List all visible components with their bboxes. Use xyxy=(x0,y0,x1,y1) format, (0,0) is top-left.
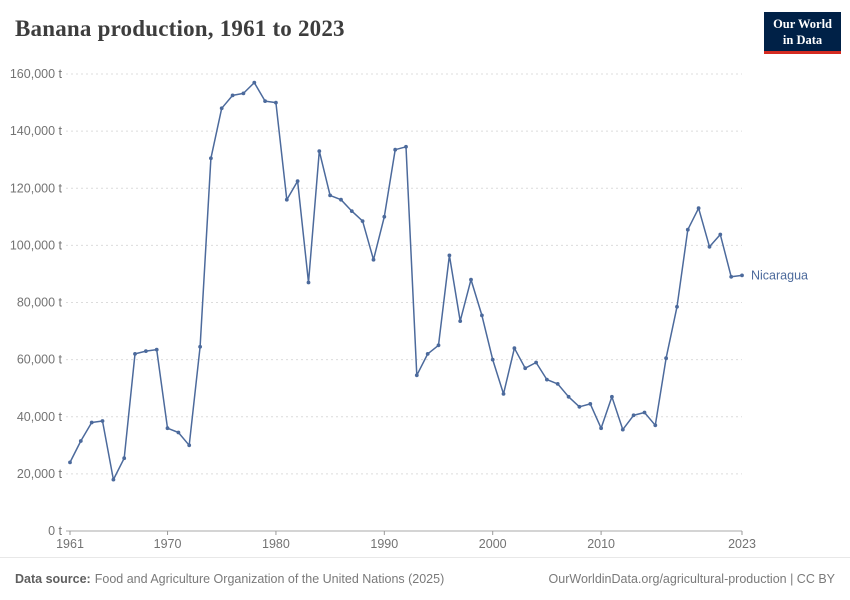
data-point-marker xyxy=(284,197,289,202)
data-point-marker xyxy=(68,460,72,465)
data-point-marker xyxy=(729,274,734,279)
data-point-marker xyxy=(577,404,582,409)
data-point-marker xyxy=(100,419,105,423)
data-point-marker xyxy=(295,179,300,184)
y-tick-label: 60,000 t xyxy=(17,353,63,367)
x-tick-label: 2000 xyxy=(479,537,507,551)
data-point-marker xyxy=(382,214,387,219)
data-point-marker xyxy=(252,80,257,85)
data-point-marker xyxy=(425,352,430,356)
page-title: Banana production, 1961 to 2023 xyxy=(15,16,345,41)
data-point-marker xyxy=(144,349,148,353)
data-point-marker xyxy=(436,343,441,348)
data-point-marker xyxy=(263,99,267,103)
y-tick-label: 40,000 t xyxy=(17,410,63,424)
x-tick-label: 1990 xyxy=(370,537,398,551)
data-point-marker xyxy=(458,319,463,323)
y-tick-label: 20,000 t xyxy=(17,467,63,481)
data-point-marker xyxy=(317,149,322,154)
data-point-marker xyxy=(230,93,235,98)
data-source-label: Data source: xyxy=(15,572,91,586)
data-point-marker xyxy=(198,344,203,349)
y-tick-label: 120,000 t xyxy=(10,181,63,195)
data-point-marker xyxy=(404,144,408,149)
data-point-marker xyxy=(718,232,723,237)
data-point-marker xyxy=(187,443,192,448)
owid-logo-line1: Our World xyxy=(773,17,832,31)
series-line-nicaragua xyxy=(69,81,743,481)
data-point-marker xyxy=(447,253,452,258)
data-point-marker xyxy=(274,100,278,105)
owid-logo[interactable]: Our World in Data xyxy=(764,12,841,54)
data-point-marker xyxy=(480,313,484,318)
y-tick-label: 80,000 t xyxy=(17,296,63,310)
y-tick-label: 140,000 t xyxy=(10,124,63,138)
data-point-marker xyxy=(740,273,744,278)
data-point-marker xyxy=(653,423,658,428)
data-point-marker xyxy=(545,377,549,382)
x-tick-label: 1961 xyxy=(56,537,84,551)
data-point-marker xyxy=(78,439,83,443)
data-point-marker xyxy=(349,209,354,214)
footer: Data source: Food and Agriculture Organiz… xyxy=(0,557,850,600)
data-point-marker xyxy=(133,352,137,356)
data-point-marker xyxy=(328,193,332,198)
owid-logo-line2: in Data xyxy=(782,33,823,47)
data-point-marker xyxy=(154,347,159,352)
data-point-marker xyxy=(339,197,343,202)
data-point-marker xyxy=(469,277,473,282)
data-source: Data source: Food and Agriculture Organiz… xyxy=(15,572,444,586)
data-point-marker xyxy=(620,427,625,432)
data-point-marker xyxy=(122,456,127,461)
data-point-marker xyxy=(165,426,170,431)
y-tick-label: 100,000 t xyxy=(10,238,63,252)
x-tick-label: 2023 xyxy=(728,537,756,551)
data-point-marker xyxy=(675,304,679,309)
y-tick-label: 160,000 t xyxy=(10,67,63,81)
data-point-marker xyxy=(555,382,560,386)
data-point-marker xyxy=(393,147,398,152)
data-point-marker xyxy=(523,366,528,371)
data-point-marker xyxy=(696,206,701,211)
data-point-marker xyxy=(360,219,365,224)
data-point-marker xyxy=(588,402,593,406)
attribution-link[interactable]: OurWorldinData.org/agricultural-producti… xyxy=(548,572,835,586)
data-point-marker xyxy=(371,257,376,262)
data-point-marker xyxy=(707,244,712,249)
data-point-marker xyxy=(501,392,506,396)
x-tick-label: 1970 xyxy=(154,537,182,551)
entity-label: Nicaragua xyxy=(751,268,808,282)
x-tick-label: 2010 xyxy=(587,537,615,551)
data-point-marker xyxy=(566,394,571,399)
data-point-marker xyxy=(610,394,614,399)
data-point-marker xyxy=(241,91,246,96)
data-point-marker xyxy=(631,413,636,418)
data-point-marker xyxy=(414,373,419,378)
data-point-marker xyxy=(664,356,668,361)
data-point-marker xyxy=(219,106,224,111)
data-point-marker xyxy=(534,360,538,365)
data-point-marker xyxy=(642,410,647,415)
data-point-marker xyxy=(685,227,690,232)
x-tick-label: 1980 xyxy=(262,537,290,551)
data-point-marker xyxy=(490,357,495,362)
data-point-marker xyxy=(176,430,181,435)
data-point-marker xyxy=(111,477,116,482)
data-point-marker xyxy=(89,420,94,425)
data-point-marker xyxy=(599,426,603,431)
y-tick-label: 0 t xyxy=(48,524,62,538)
data-point-marker xyxy=(512,346,517,351)
data-point-marker xyxy=(209,156,213,161)
data-source-text: Food and Agriculture Organization of the… xyxy=(94,572,445,586)
data-point-marker xyxy=(306,280,311,285)
